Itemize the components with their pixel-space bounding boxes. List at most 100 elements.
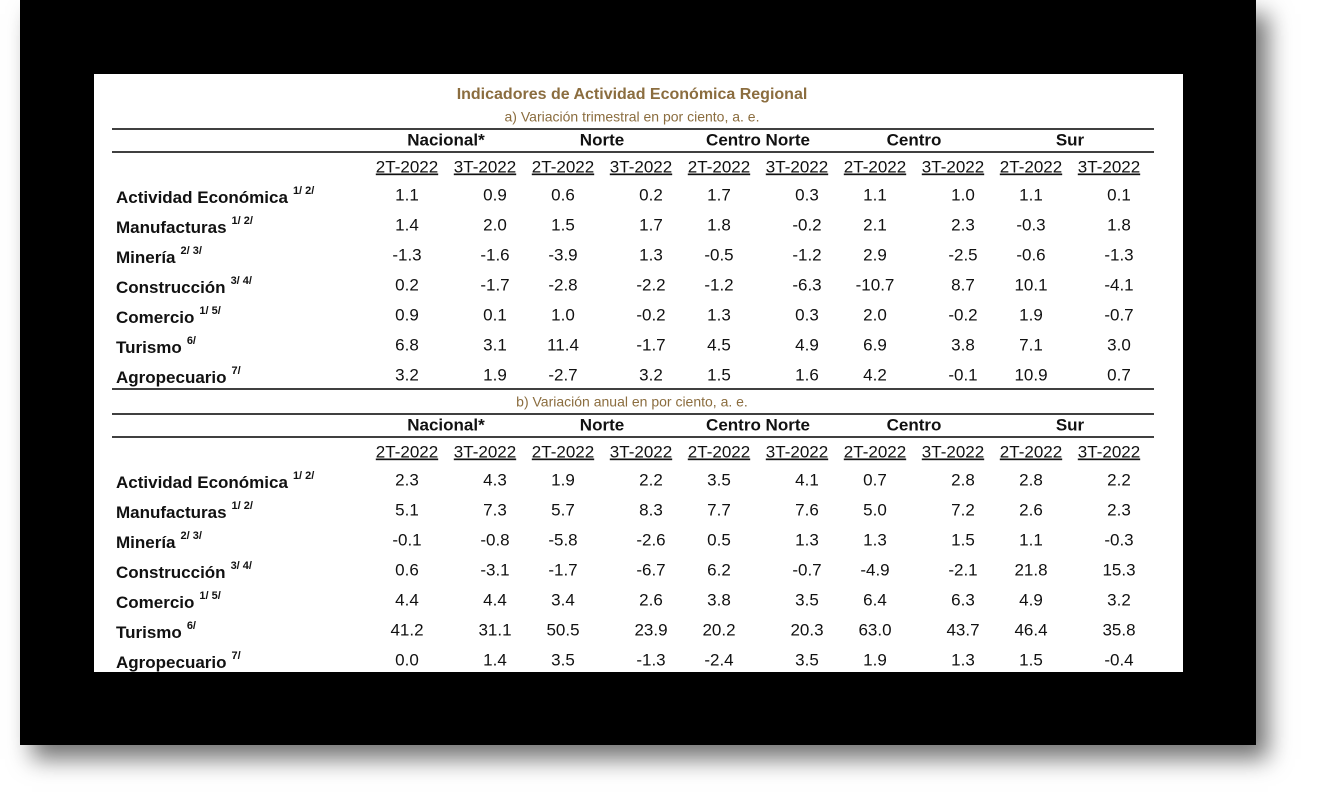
cell-value: -1.7 [480,275,509,294]
cell-value: 1.7 [707,185,731,204]
cell-value: 1.6 [795,365,819,384]
cell-value: 4.4 [395,590,419,609]
row-label: Actividad Económica 1/ 2/ [116,185,314,208]
row-label: Agropecuario 7/ [116,650,241,673]
cell-value: -2.8 [548,275,577,294]
row-note: 1/ 2/ [293,470,314,482]
cell-value: 0.7 [863,470,887,489]
section-subtitle: b) Variación anual en por ciento, a. e. [516,394,748,410]
cell-value: 3.5 [795,590,819,609]
cell-value: 50.5 [546,620,579,639]
cell-value: 4.9 [1019,590,1043,609]
period-header: 3T-2022 [610,442,672,461]
row-label: Manufacturas 1/ 2/ [116,500,253,523]
cell-value: 1.3 [707,305,731,324]
row-note: 1/ 2/ [232,500,253,512]
row-label: Comercio 1/ 5/ [116,305,221,328]
region-header: Sur [1056,130,1085,149]
period-header: 3T-2022 [922,157,984,176]
cell-value: 6.8 [395,335,419,354]
row-label: Turismo 6/ [116,335,196,358]
cell-value: 63.0 [858,620,891,639]
cell-value: 2.8 [951,470,975,489]
cell-value: 7.2 [951,500,975,519]
cell-value: 1.5 [551,215,575,234]
cell-value: 2.0 [863,305,887,324]
cell-value: -6.7 [636,560,665,579]
period-header: 3T-2022 [454,442,516,461]
cell-value: 2.6 [1019,500,1043,519]
row-label-text: Comercio [116,593,194,612]
period-header: 3T-2022 [766,157,828,176]
row-label-text: Agropecuario [116,653,227,672]
cell-value: 3.0 [1107,335,1131,354]
cell-value: 3.5 [551,650,575,669]
cell-value: -1.2 [704,275,733,294]
row-label-text: Minería [116,248,176,267]
row-note: 2/ 3/ [181,530,202,542]
cell-value: 4.5 [707,335,731,354]
cell-value: 0.5 [707,530,731,549]
cell-value: 6.2 [707,560,731,579]
region-header: Centro [887,415,942,434]
row-label: Construcción 3/ 4/ [116,275,252,298]
cell-value: 2.1 [863,215,887,234]
region-header: Centro [887,130,942,149]
sheet [94,74,1183,672]
cell-value: -1.3 [1104,245,1133,264]
cell-value: 2.9 [863,245,887,264]
period-header: 2T-2022 [532,157,594,176]
cell-value: 2.3 [951,215,975,234]
cell-value: 6.4 [863,590,887,609]
region-header: Nacional* [407,415,485,434]
row-note: 1/ 5/ [199,590,220,602]
cell-value: 43.7 [946,620,979,639]
cell-value: 0.1 [483,305,507,324]
region-header: Centro Norte [706,130,810,149]
cell-value: 3.2 [395,365,419,384]
cell-value: 10.9 [1014,365,1047,384]
row-label: Agropecuario 7/ [116,365,241,388]
cell-value: 1.3 [951,650,975,669]
row-label-text: Turismo [116,338,182,357]
cell-value: 2.8 [1019,470,1043,489]
cell-value: -0.4 [1104,650,1133,669]
period-header: 3T-2022 [766,442,828,461]
cell-value: 3.2 [639,365,663,384]
cell-value: 7.6 [795,500,819,519]
section-subtitle: a) Variación trimestral en por ciento, a… [505,109,760,125]
cell-value: 1.5 [951,530,975,549]
row-label-text: Actividad Económica [116,188,288,207]
cell-value: 1.1 [395,185,419,204]
period-header: 2T-2022 [532,442,594,461]
row-label-text: Agropecuario [116,368,227,387]
period-header: 2T-2022 [688,157,750,176]
cell-value: -5.8 [548,530,577,549]
cell-value: -0.5 [704,245,733,264]
region-header: Sur [1056,415,1085,434]
cell-value: 11.4 [547,335,579,354]
row-note: 7/ [232,650,241,662]
row-note: 3/ 4/ [231,275,252,287]
row-label-text: Manufacturas [116,218,227,237]
cell-value: 0.9 [395,305,419,324]
cell-value: 7.7 [707,500,731,519]
cell-value: 7.1 [1019,335,1043,354]
cell-value: 1.9 [863,650,887,669]
cell-value: 3.5 [795,650,819,669]
cell-value: 8.3 [639,500,663,519]
cell-value: 3.8 [951,335,975,354]
cell-value: 1.9 [1019,305,1043,324]
row-label: Construcción 3/ 4/ [116,560,252,583]
cell-value: 1.8 [1107,215,1131,234]
cell-value: 0.2 [639,185,663,204]
cell-value: 2.6 [639,590,663,609]
cell-value: 1.0 [951,185,975,204]
cell-value: 1.4 [395,215,419,234]
row-label-text: Turismo [116,623,182,642]
row-label-text: Minería [116,533,176,552]
cell-value: -4.1 [1104,275,1133,294]
cell-value: 2.3 [1107,500,1131,519]
cell-value: 1.3 [795,530,819,549]
